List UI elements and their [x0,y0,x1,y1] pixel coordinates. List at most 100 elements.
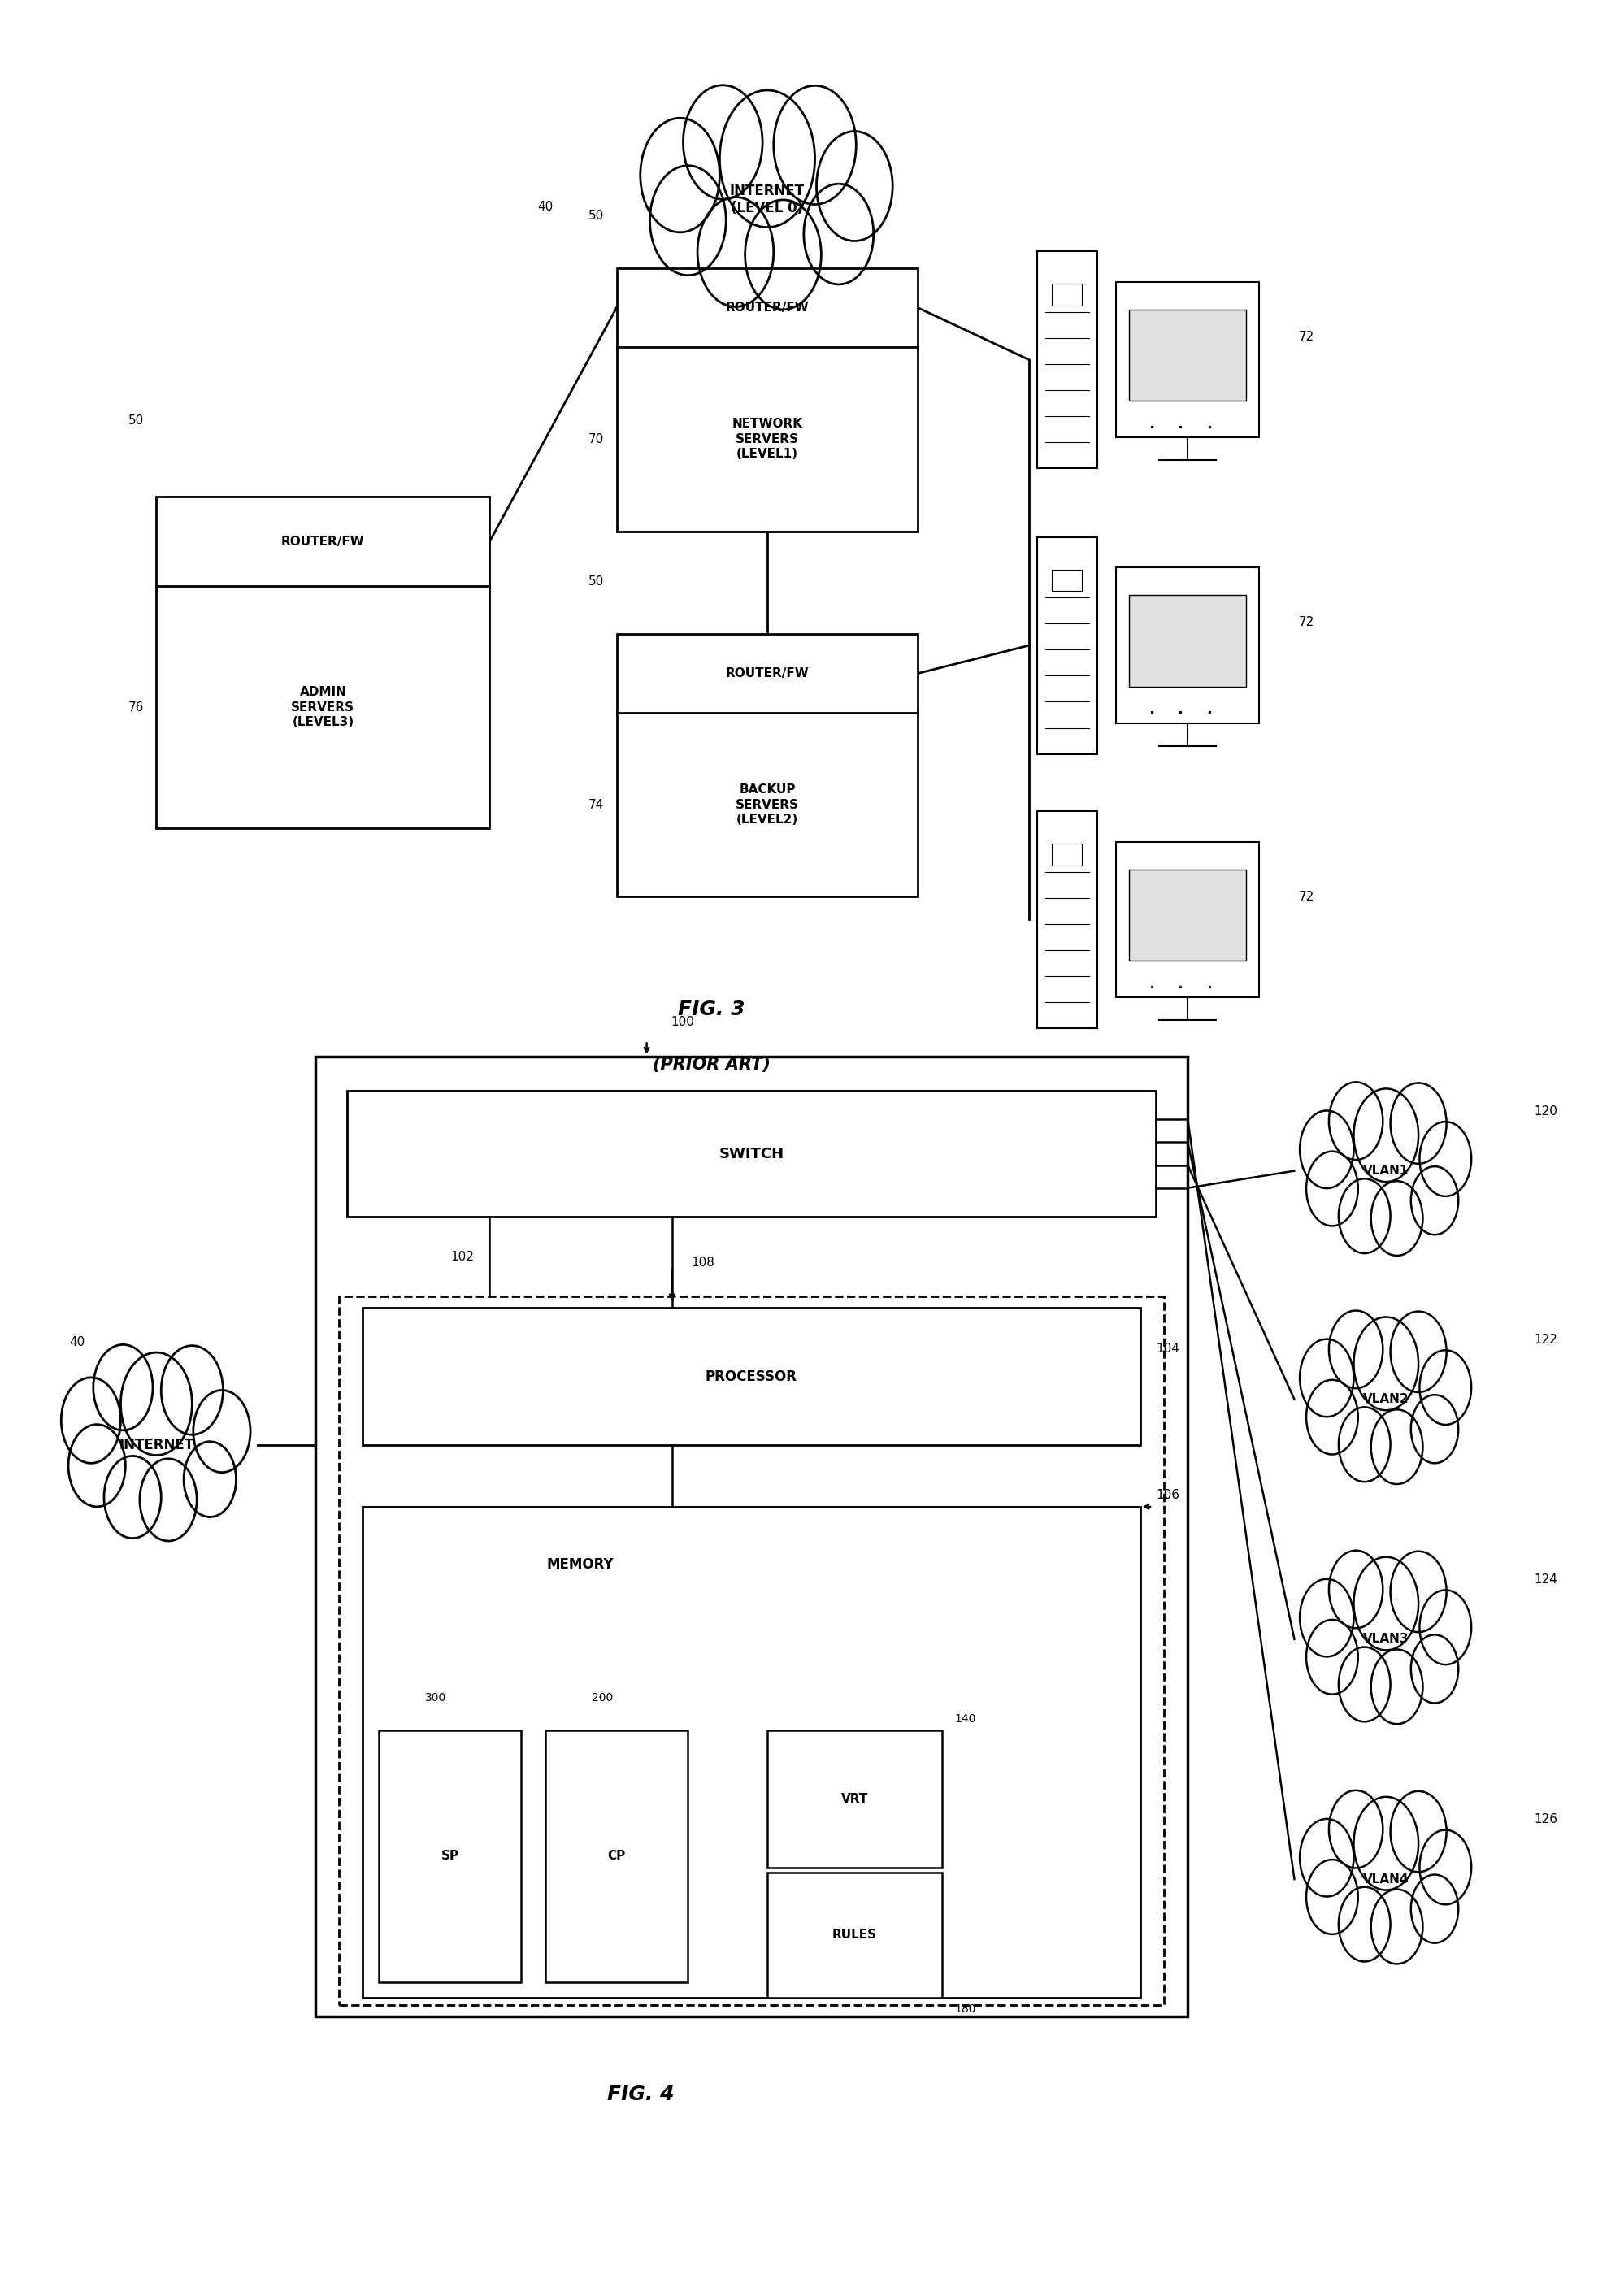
Text: FIG. 4: FIG. 4 [607,2085,674,2103]
Text: 104: 104 [1155,1343,1179,1355]
Bar [1037,250,1098,468]
Text: VLAN3: VLAN3 [1363,1632,1409,1646]
Circle shape [1411,1635,1459,1704]
Circle shape [1339,1646,1390,1722]
Bar [1037,537,1098,753]
Text: ROUTER/FW: ROUTER/FW [725,668,809,680]
Bar [545,1731,687,1981]
Circle shape [61,1378,121,1463]
Text: INTERNET
(LEVEL 0): INTERNET (LEVEL 0) [730,184,805,216]
Circle shape [1419,1591,1472,1665]
Text: SP: SP [441,1851,459,1862]
Text: RULES: RULES [833,1929,877,1940]
Ellipse shape [91,1387,222,1504]
Text: PROCESSOR: PROCESSOR [705,1368,797,1384]
Text: 102: 102 [451,1251,473,1263]
Ellipse shape [1326,1589,1446,1690]
Circle shape [1299,1580,1354,1658]
Circle shape [697,197,773,308]
Circle shape [1299,1818,1354,1896]
Ellipse shape [1326,1348,1446,1449]
Circle shape [1411,1396,1459,1463]
Circle shape [139,1458,197,1541]
Text: ROUTER/FW: ROUTER/FW [725,301,809,315]
Bar [1130,595,1246,687]
Circle shape [193,1389,251,1472]
Circle shape [1354,1088,1419,1182]
Bar [1051,285,1082,305]
Text: (PRIOR ART): (PRIOR ART) [654,1056,770,1072]
Bar [1130,310,1246,402]
Circle shape [1306,1380,1358,1453]
Circle shape [1390,1791,1446,1871]
Text: 200: 200 [591,1692,614,1704]
Circle shape [1330,1550,1382,1628]
Bar [767,1731,941,1867]
Bar [363,1506,1139,1998]
Text: VLAN4: VLAN4 [1363,1874,1409,1885]
Circle shape [104,1456,161,1538]
Text: 50: 50 [128,416,144,427]
Bar [157,496,489,829]
Text: 108: 108 [690,1256,714,1267]
Text: 74: 74 [588,799,604,810]
Text: 106: 106 [1155,1490,1179,1502]
Circle shape [1390,1311,1446,1391]
Text: MEMORY: MEMORY [547,1557,614,1570]
Bar [1117,282,1259,439]
Circle shape [1330,1311,1382,1389]
Circle shape [1354,1798,1419,1890]
Circle shape [161,1345,224,1435]
Circle shape [719,90,815,227]
Circle shape [1339,1178,1390,1254]
Circle shape [121,1352,192,1456]
Bar [1117,567,1259,723]
Text: 40: 40 [537,200,553,214]
Text: VRT: VRT [841,1793,868,1805]
Text: 70: 70 [588,434,604,445]
Text: 180: 180 [954,2004,976,2016]
Circle shape [1339,1887,1390,1961]
Circle shape [773,85,857,204]
Bar [1117,843,1259,996]
Bar [1051,569,1082,590]
Circle shape [641,117,719,232]
Text: 124: 124 [1534,1573,1556,1587]
Bar [617,269,917,530]
Text: CP: CP [607,1851,625,1862]
Circle shape [1390,1084,1446,1164]
Circle shape [1419,1830,1472,1903]
Text: ADMIN
SERVERS
(LEVEL3): ADMIN SERVERS (LEVEL3) [291,687,355,728]
Circle shape [1354,1318,1419,1410]
Text: FIG. 3: FIG. 3 [678,999,745,1019]
Text: 40: 40 [69,1336,85,1348]
Text: 50: 50 [588,576,604,588]
Text: 140: 140 [954,1713,976,1724]
Bar [315,1056,1187,2016]
Ellipse shape [681,142,855,257]
Text: VLAN2: VLAN2 [1363,1394,1409,1405]
Text: 122: 122 [1534,1334,1556,1345]
Circle shape [1371,1890,1422,1963]
Text: ROUTER/FW: ROUTER/FW [281,535,364,549]
Circle shape [684,85,762,200]
Circle shape [1299,1111,1354,1189]
Text: 120: 120 [1534,1104,1556,1118]
Ellipse shape [1326,1120,1446,1221]
Circle shape [1371,1180,1422,1256]
Circle shape [1371,1410,1422,1483]
Circle shape [1306,1150,1358,1226]
Circle shape [1330,1081,1382,1159]
Text: 300: 300 [425,1692,446,1704]
Circle shape [745,200,821,310]
Circle shape [1419,1123,1472,1196]
Text: 72: 72 [1299,891,1315,902]
Circle shape [804,184,874,285]
Bar [379,1731,521,1981]
Bar [339,1297,1163,2004]
Circle shape [1330,1791,1382,1869]
Bar [1130,870,1246,960]
Text: NETWORK
SERVERS
(LEVEL1): NETWORK SERVERS (LEVEL1) [732,418,802,461]
Text: 76: 76 [128,700,144,714]
Text: 50: 50 [588,209,604,223]
